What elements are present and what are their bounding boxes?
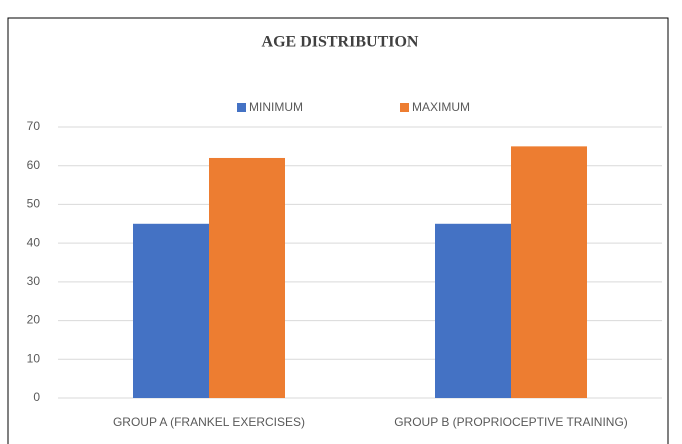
legend-label: MAXIMUM xyxy=(412,100,470,114)
x-tick-label: GROUP B (PROPRIOCEPTIVE TRAINING) xyxy=(394,415,628,429)
x-tick-label: GROUP A (FRANKEL EXERCISES) xyxy=(113,415,305,429)
legend-swatch xyxy=(400,103,409,112)
y-tick-label: 40 xyxy=(27,235,41,249)
bar xyxy=(133,223,209,398)
y-tick-label: 0 xyxy=(33,390,40,404)
chart-title: AGE DISTRIBUTION xyxy=(262,34,419,51)
legend-label: MINIMUM xyxy=(249,100,303,114)
bar xyxy=(209,157,285,398)
y-tick-label: 50 xyxy=(27,197,41,211)
y-tick-label: 30 xyxy=(27,274,41,288)
y-tick-label: 60 xyxy=(27,158,41,172)
y-tick-label: 10 xyxy=(27,351,41,365)
y-tick-label: 70 xyxy=(27,119,41,133)
legend-swatch xyxy=(237,103,246,112)
bar xyxy=(435,223,511,398)
y-tick-label: 20 xyxy=(27,313,41,327)
bar xyxy=(511,146,587,398)
